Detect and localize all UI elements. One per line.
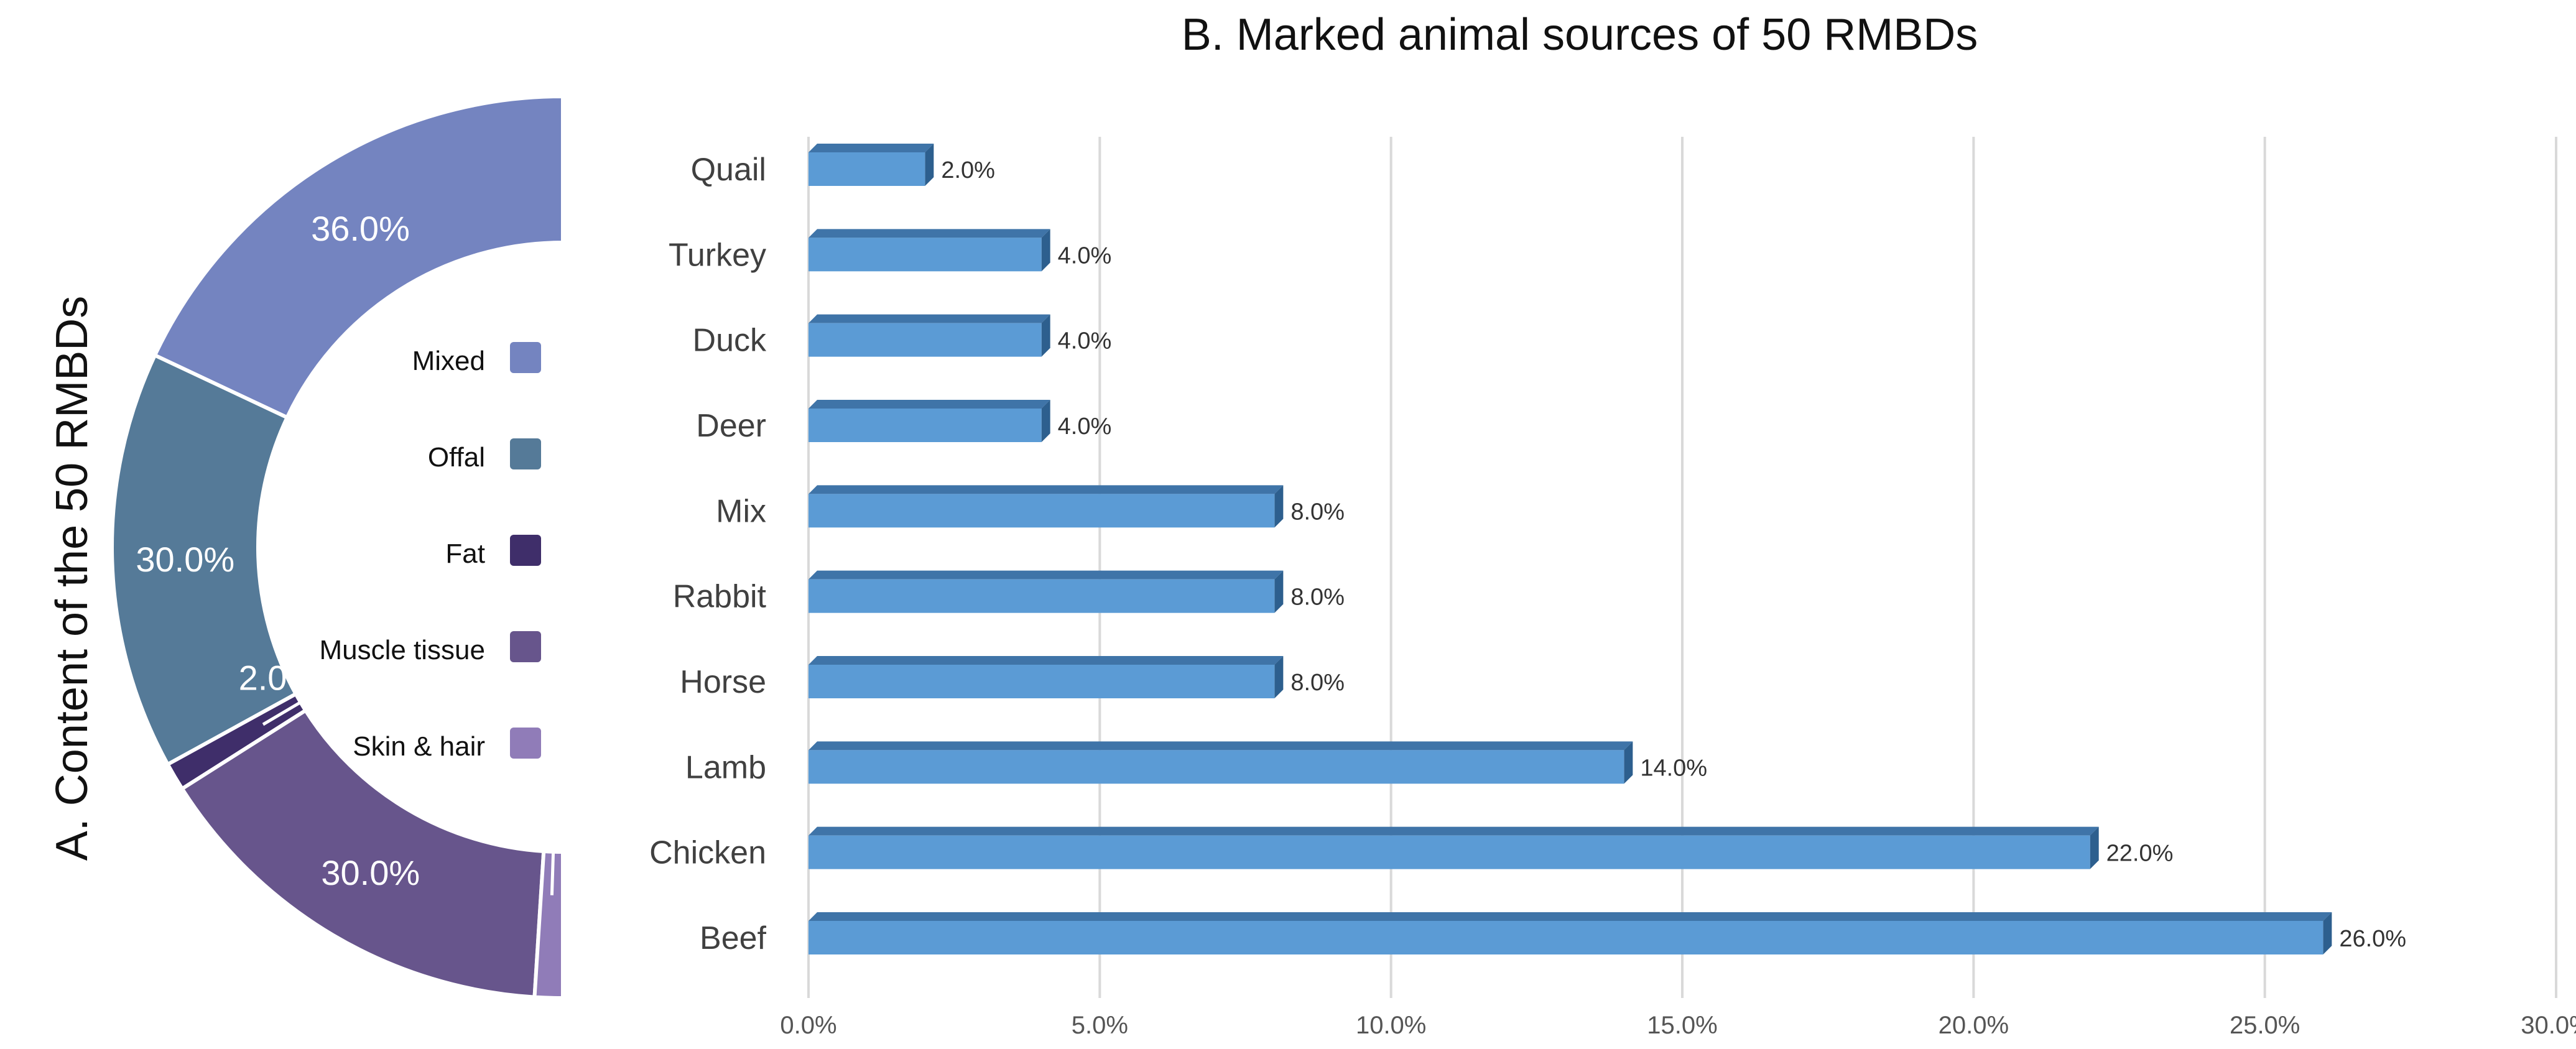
bar-value-label: 8.0% [1290, 670, 1345, 696]
bar-top-face [808, 570, 1284, 580]
bar-side-face [1041, 400, 1050, 442]
bar-side-face [1041, 229, 1050, 272]
bar-chart-title: B. Marked animal sources of 50 RMBDs [1182, 10, 1978, 60]
bar-side-face [1274, 656, 1284, 698]
donut-value-label: 2.0% [424, 1007, 503, 1046]
bar-value-label: 2.0% [941, 157, 995, 183]
category-label: Turkey [669, 237, 766, 273]
x-tick-label: 15.0% [1647, 1012, 1717, 1039]
x-tick-label: 10.0% [1356, 1012, 1426, 1039]
bar-top-face [808, 485, 1284, 494]
bar-side-face [1274, 485, 1284, 528]
bar-top-face [808, 656, 1284, 665]
category-label: Lamb [685, 749, 766, 785]
x-tick-label: 30.0% [2521, 1012, 2576, 1039]
legend-label: Mixed [412, 346, 485, 376]
donut-slice-mixed [152, 94, 565, 420]
donut-chart: 36.0% 30.0% 2.0% 30.0% 2.0% [110, 94, 565, 1046]
bar-deer [808, 409, 1042, 442]
bar-lamb [808, 750, 1624, 784]
legend-swatch [510, 535, 541, 566]
donut-leader-line [262, 695, 312, 726]
donut-legend: Mixed Offal Fat Muscle tissue Skin & hair [319, 342, 541, 762]
donut-value-label: 36.0% [311, 209, 410, 248]
bar-horse [808, 665, 1275, 698]
category-label: Rabbit [673, 579, 767, 615]
donut-title: A. Content of the 50 RMBDs [47, 296, 97, 861]
donut-value-label: 2.0% [239, 659, 318, 698]
bar-top-face [808, 826, 2099, 836]
donut-slice-muscle-tissue [179, 708, 546, 999]
donut-value-label: 30.0% [321, 853, 420, 892]
bar-rabbit [808, 579, 1275, 613]
legend-swatch [510, 342, 541, 373]
bar-chart-x-tick-labels: 0.0% 5.0% 10.0% 15.0% 20.0% 25.0% 30.0% [780, 1012, 2576, 1039]
category-label: Horse [680, 664, 766, 700]
legend-swatch [510, 631, 541, 662]
bar-side-face [1624, 741, 1633, 784]
legend-label: Offal [428, 442, 485, 473]
donut-slice-skin-hair [532, 849, 565, 1000]
bar-side-face [2323, 912, 2332, 954]
bar-top-face [808, 741, 1633, 751]
bar-top-face [808, 314, 1050, 323]
bar-value-label: 14.0% [1640, 755, 1707, 781]
legend-swatch [510, 438, 541, 469]
bar-chicken [808, 835, 2090, 869]
x-tick-label: 0.0% [780, 1012, 836, 1039]
bar-side-face [1274, 570, 1284, 613]
legend-label: Fat [445, 538, 485, 569]
bar-value-label: 26.0% [2339, 926, 2406, 952]
bar-value-label: 8.0% [1290, 585, 1345, 611]
bar-top-face [808, 229, 1050, 238]
legend-label: Muscle tissue [319, 635, 485, 665]
bar-turkey [808, 238, 1042, 272]
category-label: Duck [693, 323, 767, 359]
category-label: Beef [700, 920, 767, 956]
bar-value-label: 4.0% [1058, 243, 1112, 269]
x-tick-label: 5.0% [1072, 1012, 1128, 1039]
bar-side-face [2090, 826, 2099, 869]
bar-top-face [808, 144, 934, 152]
bar-value-label: 4.0% [1058, 414, 1112, 440]
x-tick-label: 25.0% [2230, 1012, 2300, 1039]
bar-value-label: 8.0% [1290, 499, 1345, 525]
bar-value-label: 4.0% [1058, 328, 1112, 354]
donut-leader-line [550, 839, 555, 895]
bar-quail [808, 152, 925, 186]
x-tick-label: 20.0% [1939, 1012, 2009, 1039]
category-label: Chicken [649, 835, 766, 871]
bar-duck [808, 323, 1042, 357]
category-label: Mix [716, 493, 766, 529]
bar-top-face [808, 912, 2332, 921]
donut-slice-offal [110, 353, 299, 767]
bar-chart-plot: 2.0% 4.0% 4.0% 4.0% 8.0% 8.0% 8.0% 14.0% 22.0% 26… [808, 144, 2406, 954]
bar-chart-category-labels: Quail Turkey Duck Deer Mix Rabbit Horse Lamb Chi… [649, 152, 767, 956]
bar-side-face [925, 144, 934, 186]
category-label: Deer [696, 408, 766, 444]
legend-label: Skin & hair [353, 731, 485, 762]
donut-value-label: 30.0% [136, 540, 234, 579]
bar-top-face [808, 400, 1050, 409]
bar-mix [808, 494, 1275, 528]
bar-side-face [1041, 314, 1050, 357]
category-label: Quail [691, 152, 766, 188]
legend-swatch [510, 728, 541, 759]
bar-value-label: 22.0% [2106, 841, 2174, 867]
bar-beef [808, 921, 2323, 954]
